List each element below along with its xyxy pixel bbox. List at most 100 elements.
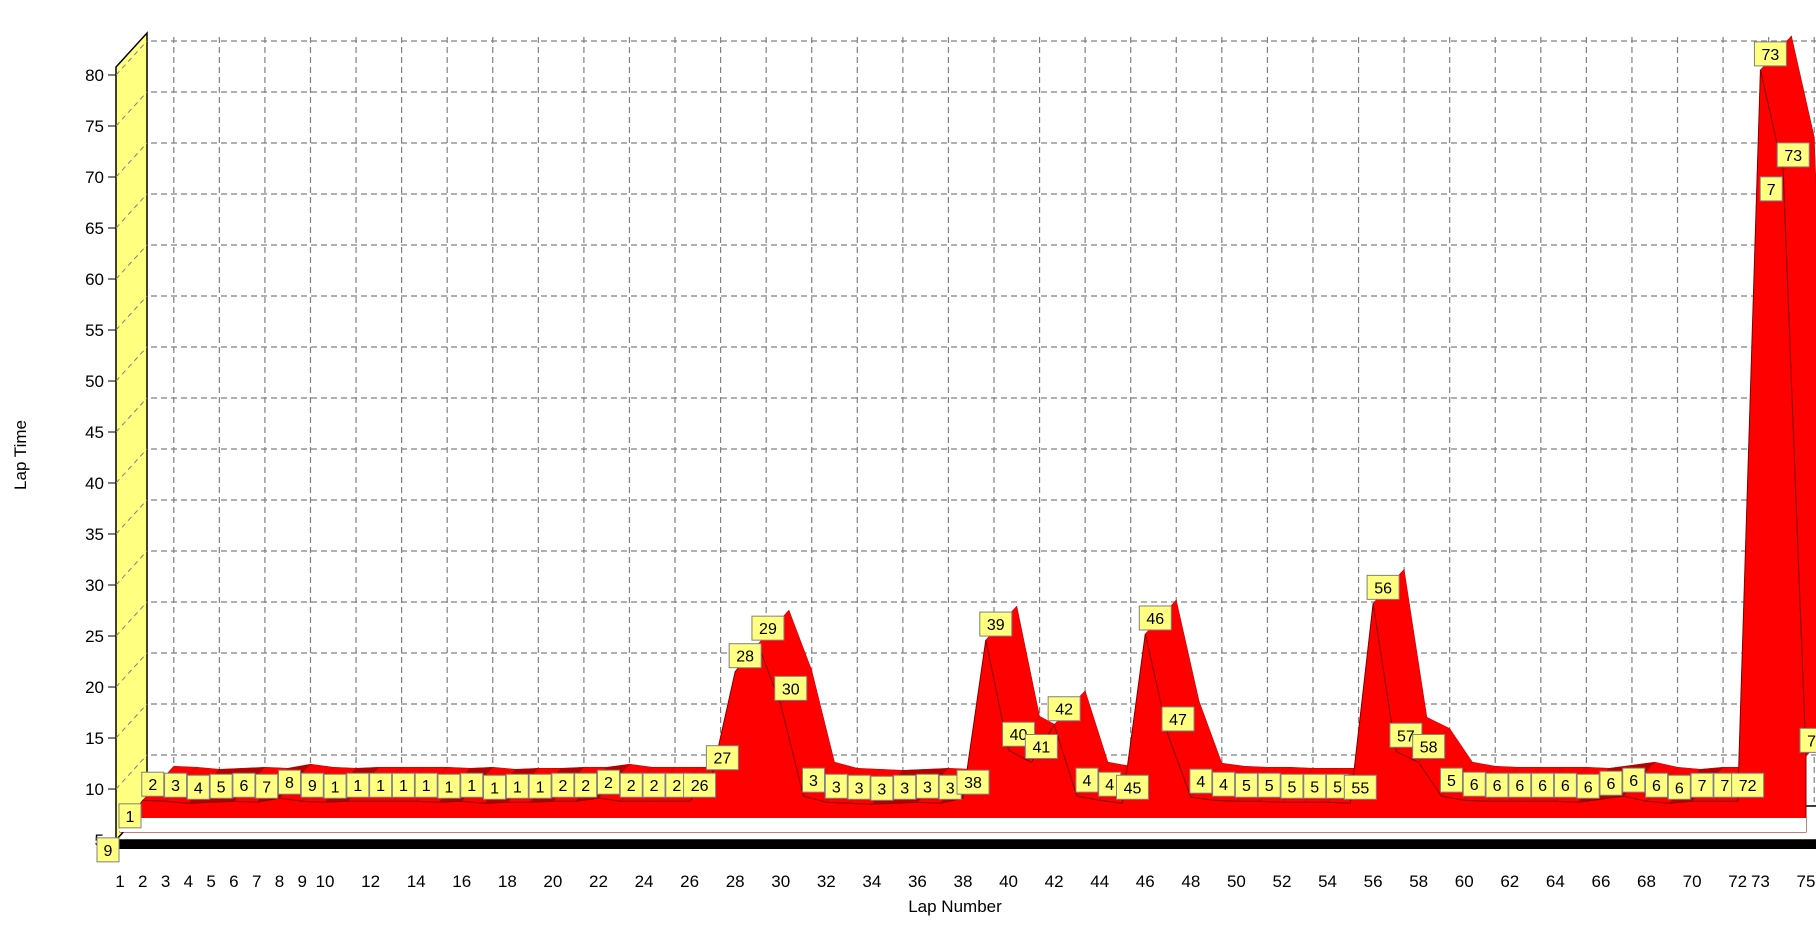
data-label-box — [1234, 772, 1258, 798]
data-label-box — [1553, 772, 1577, 798]
x-tick-label: 18 — [498, 872, 517, 891]
y-tick-label: 75 — [85, 117, 104, 136]
data-label-box — [1343, 774, 1377, 800]
wall-grid-line — [115, 40, 148, 76]
y-tick-label: 45 — [85, 423, 104, 442]
x-axis-title: Lap Number — [908, 897, 1002, 916]
data-label: 29 — [759, 621, 777, 638]
data-label: 1 — [331, 779, 340, 796]
data-label: 47 — [1169, 712, 1187, 729]
y-tick-label: 35 — [85, 525, 104, 544]
data-label: 41 — [1032, 739, 1050, 756]
data-label-box — [277, 769, 301, 795]
data-label-box — [1485, 772, 1509, 798]
data-label: 9 — [104, 843, 113, 860]
wall-grid-line — [115, 754, 148, 790]
data-label: 5 — [1310, 779, 1319, 796]
x-tick-label: 73 — [1751, 872, 1770, 891]
data-label: 5 — [217, 779, 226, 796]
left-wall-face — [115, 31, 148, 850]
data-label: 5 — [1265, 778, 1274, 795]
data-label-box — [1645, 772, 1669, 798]
data-label: 1 — [353, 778, 362, 795]
data-label: 6 — [1675, 780, 1684, 797]
data-label: 6 — [1606, 776, 1615, 793]
wall-grid-line — [115, 295, 148, 331]
data-label-box — [232, 772, 256, 798]
data-label-box — [186, 774, 210, 800]
data-label-box — [1047, 696, 1081, 722]
data-label: 1 — [536, 779, 545, 796]
data-label: 1 — [467, 778, 476, 795]
data-label: 2 — [627, 778, 636, 795]
data-label: 27 — [713, 751, 731, 768]
data-label-box — [1257, 772, 1281, 798]
data-label-box — [705, 745, 739, 771]
data-label: 6 — [239, 778, 248, 795]
x-tick-label: 54 — [1318, 872, 1337, 891]
x-tick-label: 32 — [817, 872, 836, 891]
data-label: 7 — [1698, 778, 1707, 795]
data-label-box — [118, 803, 142, 829]
x-tick-label: 26 — [680, 872, 699, 891]
x-axis: 1 2 3 4 5 6 7 8 9 10 12 14 16 18 20 22 24 26 28 30 32 34 36 38 4… — [115, 872, 1815, 891]
x-tick-label: 2 — [138, 872, 147, 891]
data-label: 6 — [1515, 778, 1524, 795]
data-label-box — [369, 772, 393, 798]
data-label: 73 — [1784, 148, 1802, 165]
x-tick-label: 62 — [1500, 872, 1519, 891]
x-tick-label: 16 — [452, 872, 471, 891]
x-tick-label: 4 — [184, 872, 193, 891]
data-label: 6 — [1561, 778, 1570, 795]
wall-grid-line — [115, 550, 148, 586]
wall-grid-line — [115, 652, 148, 688]
data-label: 45 — [1124, 780, 1142, 797]
data-label-box — [551, 772, 575, 798]
data-label: 5 — [1288, 779, 1297, 796]
data-label-box — [574, 772, 598, 798]
floor-strip — [120, 818, 1806, 832]
data-label: 3 — [855, 780, 864, 797]
y-tick-label: 40 — [85, 474, 104, 493]
x-tick-label: 38 — [954, 872, 973, 891]
data-label: 5 — [1333, 779, 1342, 796]
data-label-box — [1667, 774, 1691, 800]
data-label: 3 — [923, 779, 932, 796]
series-area — [119, 35, 1816, 833]
data-label-box — [774, 675, 808, 701]
y-axis-title: Lap Time — [11, 420, 30, 490]
series-area-front — [119, 69, 1807, 833]
x-tick-label: 66 — [1591, 872, 1610, 891]
data-label-box — [1439, 767, 1463, 793]
x-tick-label: 48 — [1181, 872, 1200, 891]
data-label-box — [1024, 733, 1058, 759]
data-label-box — [346, 772, 370, 798]
data-label: 72 — [1739, 778, 1757, 795]
data-label-box — [1366, 574, 1400, 600]
data-label-box — [847, 774, 871, 800]
data-label: 3 — [900, 780, 909, 797]
data-label: 6 — [1629, 773, 1638, 790]
data-label: 6 — [1584, 779, 1593, 796]
data-label: 40 — [1010, 727, 1028, 744]
x-tick-label: 30 — [771, 872, 790, 891]
y-tick-label: 20 — [85, 678, 104, 697]
wall-grid-line — [115, 499, 148, 535]
x-tick-label: 34 — [862, 872, 881, 891]
data-label: 38 — [964, 775, 982, 792]
data-label: 4 — [1105, 777, 1114, 794]
data-label-box — [1753, 41, 1787, 67]
x-tick-label: 1 — [115, 872, 124, 891]
data-label-box — [642, 772, 666, 798]
data-label-box — [1189, 768, 1213, 794]
data-label: 6 — [1493, 778, 1502, 795]
data-label-box — [141, 771, 165, 797]
data-label: 5 — [1242, 778, 1251, 795]
data-label-box — [751, 615, 785, 641]
data-label: 6 — [1538, 778, 1547, 795]
x-tick-label: 36 — [908, 872, 927, 891]
data-label-box — [824, 773, 848, 799]
data-label-box — [1690, 772, 1714, 798]
x-tick-label: 58 — [1409, 872, 1428, 891]
